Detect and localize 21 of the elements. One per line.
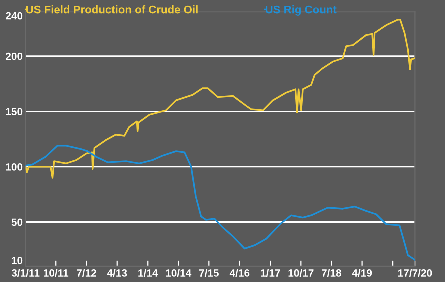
legend-label: US Rig Count (266, 6, 337, 16)
y-tick-label: 150 (6, 108, 23, 116)
x-tick-label: 10/11 (44, 269, 69, 278)
x-tick-label: 17/7/20 (398, 269, 432, 278)
y-tick-label: 50 (12, 218, 23, 226)
y-tick-label: 240 (6, 12, 23, 20)
x-tick-label: 7/18 (322, 269, 342, 278)
x-tick-label: 7/12 (77, 269, 96, 278)
x-tick-label: 7/15 (199, 269, 219, 278)
x-tick-label: 1/14 (138, 269, 158, 278)
x-tick-label: 10/14 (166, 269, 192, 278)
x-tick-label: 1/17 (261, 269, 280, 278)
x-tick-label: 4/19 (352, 269, 372, 278)
x-tick-label: 3/1/11 (12, 269, 40, 278)
x-tick-label: 10/17 (288, 269, 314, 278)
x-tick-label: 4/13 (107, 269, 128, 278)
y-tick-label: 10 (12, 257, 23, 264)
legend-label: US Field Production of Crude Oil (26, 6, 198, 14)
y-tick-label: 200 (6, 52, 23, 60)
x-tick-label: 4/16 (230, 269, 250, 278)
y-tick-label: 100 (6, 163, 23, 171)
